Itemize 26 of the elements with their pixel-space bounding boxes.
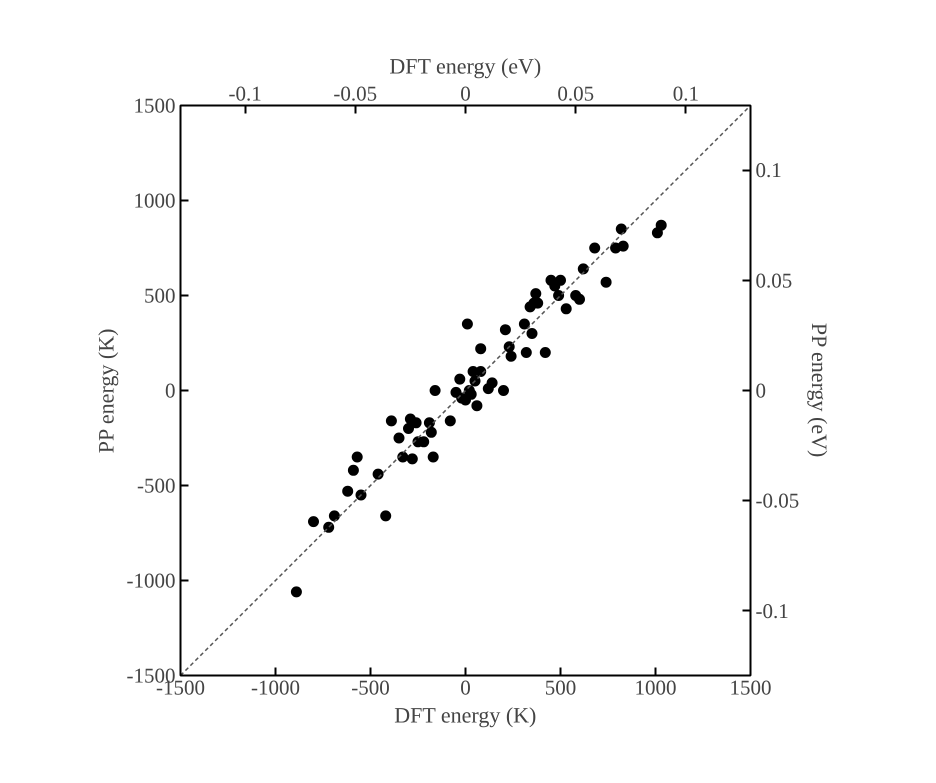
y-axis-title: PP energy (K)	[94, 328, 119, 454]
x2-tick-label: 0	[460, 82, 471, 106]
y-tick-label: 0	[165, 378, 176, 402]
y2-tick-label: 0	[756, 378, 766, 402]
x2-tick-label: 0.05	[557, 82, 594, 106]
y2-tick-label: -0.1	[756, 598, 789, 623]
y-tick-label: -1000	[126, 568, 176, 592]
x-tick-label: -1000	[251, 676, 300, 700]
x-tick-label: 500	[544, 676, 576, 700]
x-tick-label: 1500	[730, 676, 772, 700]
y2-axis-title: PP energy (eV)	[807, 322, 832, 458]
y-tick-label: 1500	[134, 94, 176, 118]
x2-tick-label: 0.1	[672, 82, 700, 106]
x-tick-label: 1000	[634, 676, 676, 700]
x-tick-label: -500	[351, 676, 390, 700]
y-tick-label: 1000	[134, 188, 176, 212]
x-axis-title: DFT energy (K)	[394, 702, 536, 728]
x-tick-label: 0	[460, 676, 471, 700]
y2-tick-label: -0.05	[756, 488, 800, 513]
y-tick-label: 500	[144, 284, 176, 308]
y-tick-label: -500	[137, 474, 176, 498]
x2-tick-label: -0.1	[228, 82, 262, 106]
x2-axis-title: DFT energy (eV)	[389, 54, 542, 78]
x2-tick-label: -0.05	[333, 82, 378, 106]
y2-tick-label: 0.05	[756, 268, 792, 292]
y2-tick-label: 0.1	[756, 158, 782, 182]
